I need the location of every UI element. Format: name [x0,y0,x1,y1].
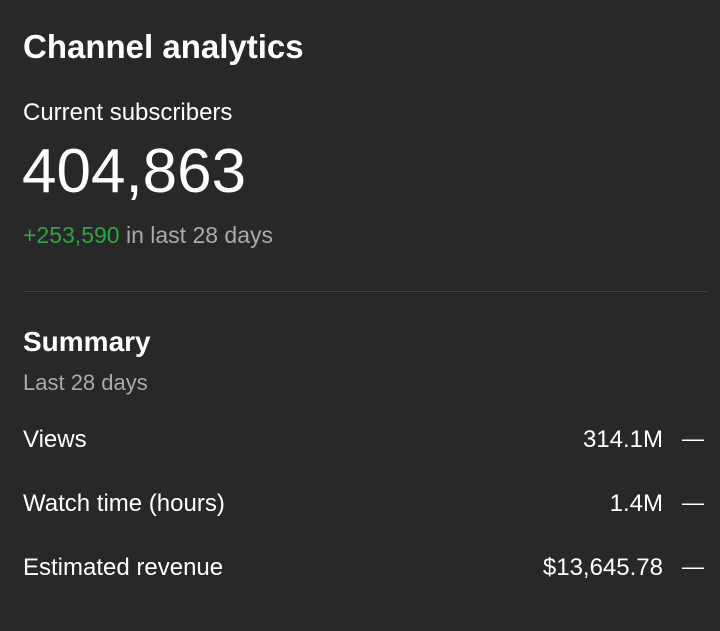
subscribers-label: Current subscribers [23,99,233,126]
row-value: 1.4M [609,490,663,517]
summary-title: Summary [23,326,151,357]
title: Channel analytics [23,28,304,65]
row-trend: — [682,490,704,515]
row-label: Estimated revenue [23,554,224,581]
summary-period: Last 28 days [23,370,148,395]
divider [23,291,707,292]
row-value: $13,645.78 [542,554,663,581]
change-period: in last 28 days [125,222,273,248]
change: +253,590 [23,222,120,248]
row-trend: — [682,554,704,579]
row-trend: — [682,426,704,451]
row-value: 314.1M [582,426,663,453]
row-label: Watch time (hours) [23,490,225,517]
change-line: +253,590 in last 28 days [23,222,273,249]
row-label: Views [23,426,87,453]
subscribers-count: 404,863 [22,137,247,206]
